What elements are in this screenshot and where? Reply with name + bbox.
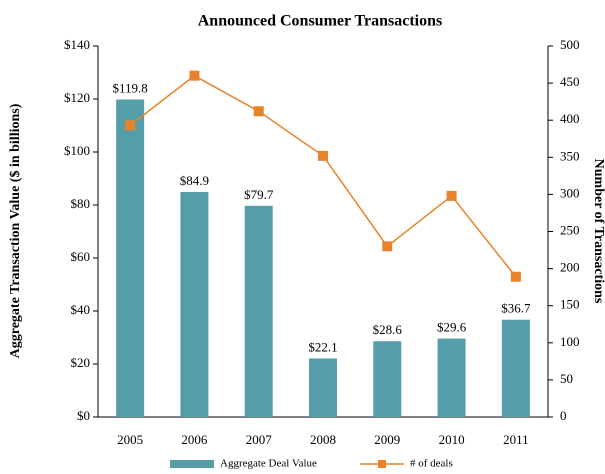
legend-swatch (170, 460, 214, 468)
bar (180, 192, 209, 417)
y-tick-label: $60 (71, 249, 91, 264)
y-tick-label: $0 (77, 408, 90, 423)
line-marker (446, 190, 457, 201)
bar (309, 358, 337, 417)
line-marker (382, 241, 393, 252)
bar (501, 319, 530, 417)
data-label: $119.8 (113, 81, 148, 96)
y2-tick-label: 100 (560, 334, 580, 349)
bar (244, 205, 273, 417)
x-tick-label: 2005 (117, 432, 143, 447)
y-tick-label: $40 (71, 302, 91, 317)
y2-tick-label: 450 (560, 74, 580, 89)
y2-axis-label: Number of Transactions (591, 159, 605, 304)
y2-tick-label: 0 (560, 408, 567, 423)
y2-tick-label: 300 (560, 185, 580, 200)
data-label: $84.9 (180, 173, 209, 188)
y-tick-label: $120 (64, 90, 90, 105)
data-label: $22.1 (308, 339, 337, 354)
y2-tick-label: 50 (560, 371, 573, 386)
y2-tick-label: 500 (560, 37, 580, 52)
data-label: $79.7 (244, 187, 274, 202)
line-marker (125, 120, 136, 131)
y2-tick-label: 350 (560, 148, 580, 163)
y-tick-label: $80 (71, 196, 91, 211)
legend-label: Aggregate Deal Value (220, 458, 317, 470)
data-label: $36.7 (501, 301, 531, 316)
y-tick-label: $20 (71, 355, 91, 370)
legend-swatch (378, 460, 386, 468)
x-tick-label: 2010 (439, 432, 465, 447)
x-tick-label: 2006 (181, 432, 208, 447)
bar (373, 341, 402, 417)
y2-tick-label: 150 (560, 297, 580, 312)
data-label: $29.6 (437, 320, 467, 335)
y-tick-label: $140 (64, 37, 90, 52)
y-axis-label: Aggregate Transaction Value ($ in billio… (8, 103, 23, 358)
y2-tick-label: 400 (560, 111, 580, 126)
x-tick-label: 2009 (374, 432, 400, 447)
bar (437, 338, 466, 417)
line-marker (510, 271, 521, 282)
line-marker (253, 106, 264, 117)
data-label: $28.6 (373, 322, 403, 337)
x-tick-label: 2007 (246, 432, 273, 447)
line-marker (189, 70, 200, 81)
bar (116, 99, 145, 417)
y2-tick-label: 200 (560, 260, 580, 275)
legend-label: # of deals (410, 458, 453, 470)
x-tick-label: 2011 (503, 432, 529, 447)
line-marker (318, 150, 328, 161)
y-tick-label: $100 (64, 143, 90, 158)
chart-title: Announced Consumer Transactions (198, 13, 443, 30)
y2-tick-label: 250 (560, 222, 580, 237)
x-tick-label: 2008 (310, 432, 336, 447)
